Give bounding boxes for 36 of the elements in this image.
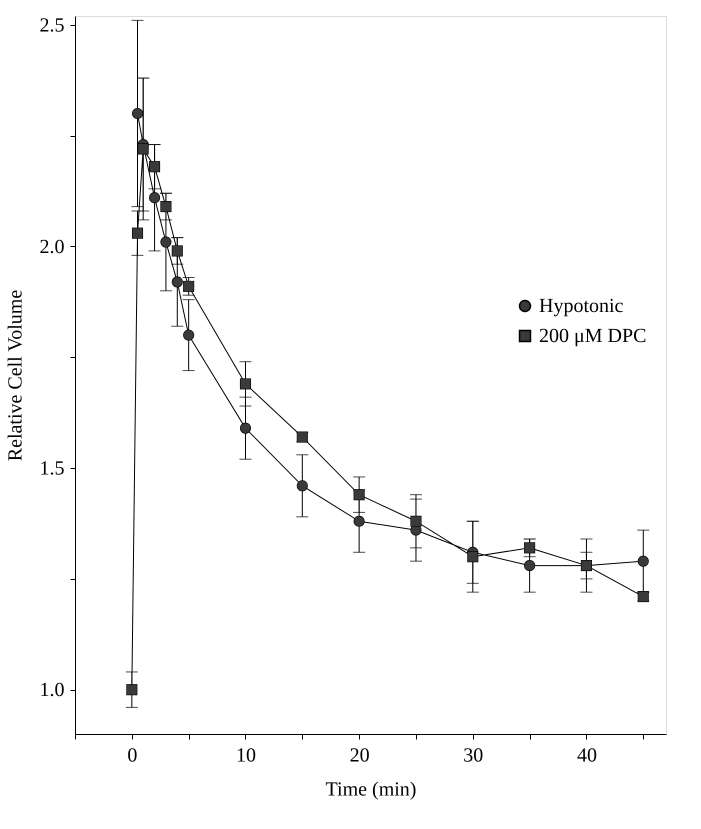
- point: [240, 422, 252, 434]
- x-tick-label: 20: [350, 744, 370, 766]
- point: [172, 245, 183, 256]
- y-tick-label: 1.5: [40, 458, 64, 480]
- point: [183, 280, 194, 292]
- point: [149, 161, 160, 172]
- x-tick-label: 0: [127, 744, 138, 766]
- point: [638, 556, 649, 567]
- y-tick-label: 2.5: [40, 14, 64, 36]
- point: [580, 560, 592, 572]
- legend-label: 200 μM DPC: [539, 325, 646, 347]
- point: [524, 560, 536, 572]
- point: [138, 143, 149, 155]
- point: [183, 330, 194, 341]
- point: [132, 108, 144, 120]
- point: [160, 201, 172, 212]
- x-tick-label: 30: [463, 744, 484, 766]
- y-tick-label: 2.0: [40, 236, 64, 258]
- point: [354, 489, 365, 500]
- point: [149, 192, 160, 204]
- point: [172, 276, 183, 288]
- x-tick-label: 10: [236, 744, 256, 766]
- point: [524, 542, 536, 554]
- point: [354, 516, 365, 527]
- x-axis-title: Time (min): [326, 778, 416, 800]
- point: [126, 684, 138, 696]
- point: [467, 551, 478, 562]
- point: [240, 378, 252, 390]
- y-axis-title: Relative Cell Volume: [4, 290, 26, 462]
- point: [296, 480, 308, 492]
- legend-label: Hypotonic: [539, 295, 624, 317]
- x-tick-label: 40: [576, 744, 597, 766]
- point: [132, 228, 144, 239]
- point: [160, 236, 172, 248]
- point: [410, 516, 422, 527]
- y-tick-label: 1.0: [40, 679, 64, 702]
